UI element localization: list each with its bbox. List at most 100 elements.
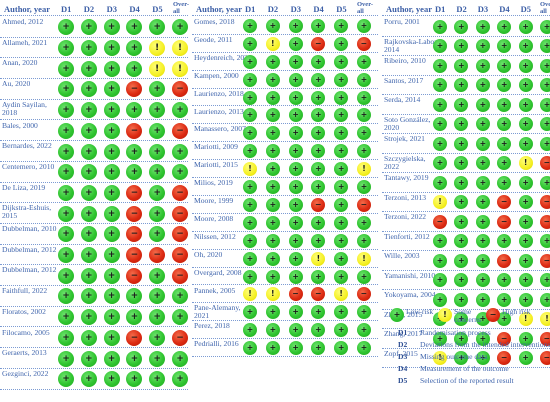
rating-symbol: + [246,56,254,66]
rating-d4-low-icon: + [497,273,512,288]
rating-overall-high-icon: − [540,156,550,171]
rating-symbol: + [360,56,368,66]
rating-symbol: − [130,250,139,261]
rating-symbol: ! [155,63,160,74]
study-author: Floratos, 2002 [2,306,46,316]
rating-overall-low-icon: + [172,288,188,305]
rating-symbol: + [292,253,299,263]
study-author: Geraerts, 2013 [2,348,47,358]
rating-symbol: + [337,271,345,281]
rating-d1-low-icon: + [243,341,257,356]
rating-symbol: + [292,110,299,120]
rating-d3-low-icon: + [475,351,490,366]
rating-symbol: + [337,217,345,227]
rating-overall-low-icon: + [357,180,371,195]
rating-d4-low-icon: + [311,341,326,356]
study-row: Faithfull, 2022 [0,286,188,307]
rating-d3-low-icon: + [103,102,120,119]
rating-d4-low-icon: + [311,72,326,87]
study-row: Tantawy, 2019 [382,173,550,193]
rating-symbol: + [246,110,254,120]
rating-d3-low-icon: + [475,58,490,73]
column-header-d1: D1 [61,4,72,14]
rating-symbol: + [522,236,529,246]
rating-symbol: − [360,38,368,48]
rating-symbol: + [269,182,277,192]
rating-d1-low-icon: + [433,97,447,112]
rating-overall-low-icon: + [357,126,371,141]
study-row: Pedrialli, 2016 [192,339,378,358]
rating-symbol: + [107,312,116,323]
row-divider [0,181,188,183]
study-author: Milios, 2019 [194,178,233,188]
rating-symbol: + [153,353,161,364]
rating-overall-low-icon: + [357,54,371,69]
rating-symbol: + [522,119,529,129]
rating-d4-high-icon: − [311,287,326,302]
row-divider [0,243,188,245]
rating-symbol: + [246,199,254,209]
rating-symbol: + [153,84,161,95]
rating-d5-low-icon: + [334,54,349,69]
rating-symbol: + [479,236,487,246]
study-row: Manassero, 2007 [192,124,378,143]
rating-symbol: + [458,255,465,265]
rating-d2-low-icon: + [265,233,280,248]
study-author: Serda, 2014 [384,95,421,104]
rating-d4-low-icon: + [311,54,326,69]
rating-symbol: − [176,229,184,240]
rating-d1-some-icon: ! [243,287,257,302]
rating-symbol: + [500,294,508,304]
rating-d5-low-icon: + [518,39,533,54]
rating-symbol: + [458,158,465,168]
rating-symbol: + [543,41,550,51]
rating-overall-high-icon: − [172,329,188,346]
rating-d2-low-icon: + [454,351,469,366]
rating-overall-low-icon: + [540,19,550,34]
rating-d3-low-icon: + [475,292,490,307]
rating-symbol: + [337,92,345,102]
rating-symbol: + [458,21,465,31]
study-row: De Liza, 2019 [0,183,188,204]
column-header-d4: D4 [129,4,140,14]
rating-symbol: − [315,38,322,48]
row-divider [192,159,378,161]
rating-d1-low-icon: + [243,144,257,159]
rating-overall-some-icon: ! [172,40,188,57]
study-author: Gezginci, 2022 [2,368,49,378]
rating-symbol: ! [177,43,182,54]
rating-symbol: + [62,167,70,178]
rating-symbol: + [360,325,368,335]
rating-symbol: − [500,353,508,363]
rating-d3-low-icon: + [288,323,303,338]
rating-d3-low-icon: + [475,97,490,112]
rating-d1-low-icon: + [58,102,74,119]
rating-symbol: + [436,333,444,343]
rating-d4-low-icon: + [311,233,326,248]
rating-d2-some-icon: ! [265,287,280,302]
rating-symbol: − [436,216,444,226]
rating-symbol: + [153,22,161,33]
study-row: Oh, 2020 [192,250,378,268]
rating-symbol: + [176,105,184,116]
rating-symbol: + [246,128,254,138]
rating-d4-high-icon: − [126,81,143,98]
rating-symbol: + [500,158,508,168]
rating-symbol: ! [438,197,442,207]
rating-symbol: + [292,217,299,227]
column-header-d1: D1 [435,4,446,14]
rating-overall-high-icon: − [357,287,371,302]
rating-symbol: + [315,307,322,317]
rating-symbol: − [543,255,550,265]
rating-symbol: − [543,216,550,226]
rating-symbol: + [479,353,487,363]
rating-d2-low-icon: + [265,54,280,69]
rating-d1-low-icon: + [58,371,74,388]
rating-d1-low-icon: + [243,323,257,338]
rating-symbol: ! [523,158,528,168]
rating-overall-high-icon: − [540,214,550,229]
rating-symbol: + [315,271,322,281]
rating-symbol: + [436,138,444,148]
rating-d2-low-icon: + [454,78,469,93]
row-divider [382,289,550,290]
